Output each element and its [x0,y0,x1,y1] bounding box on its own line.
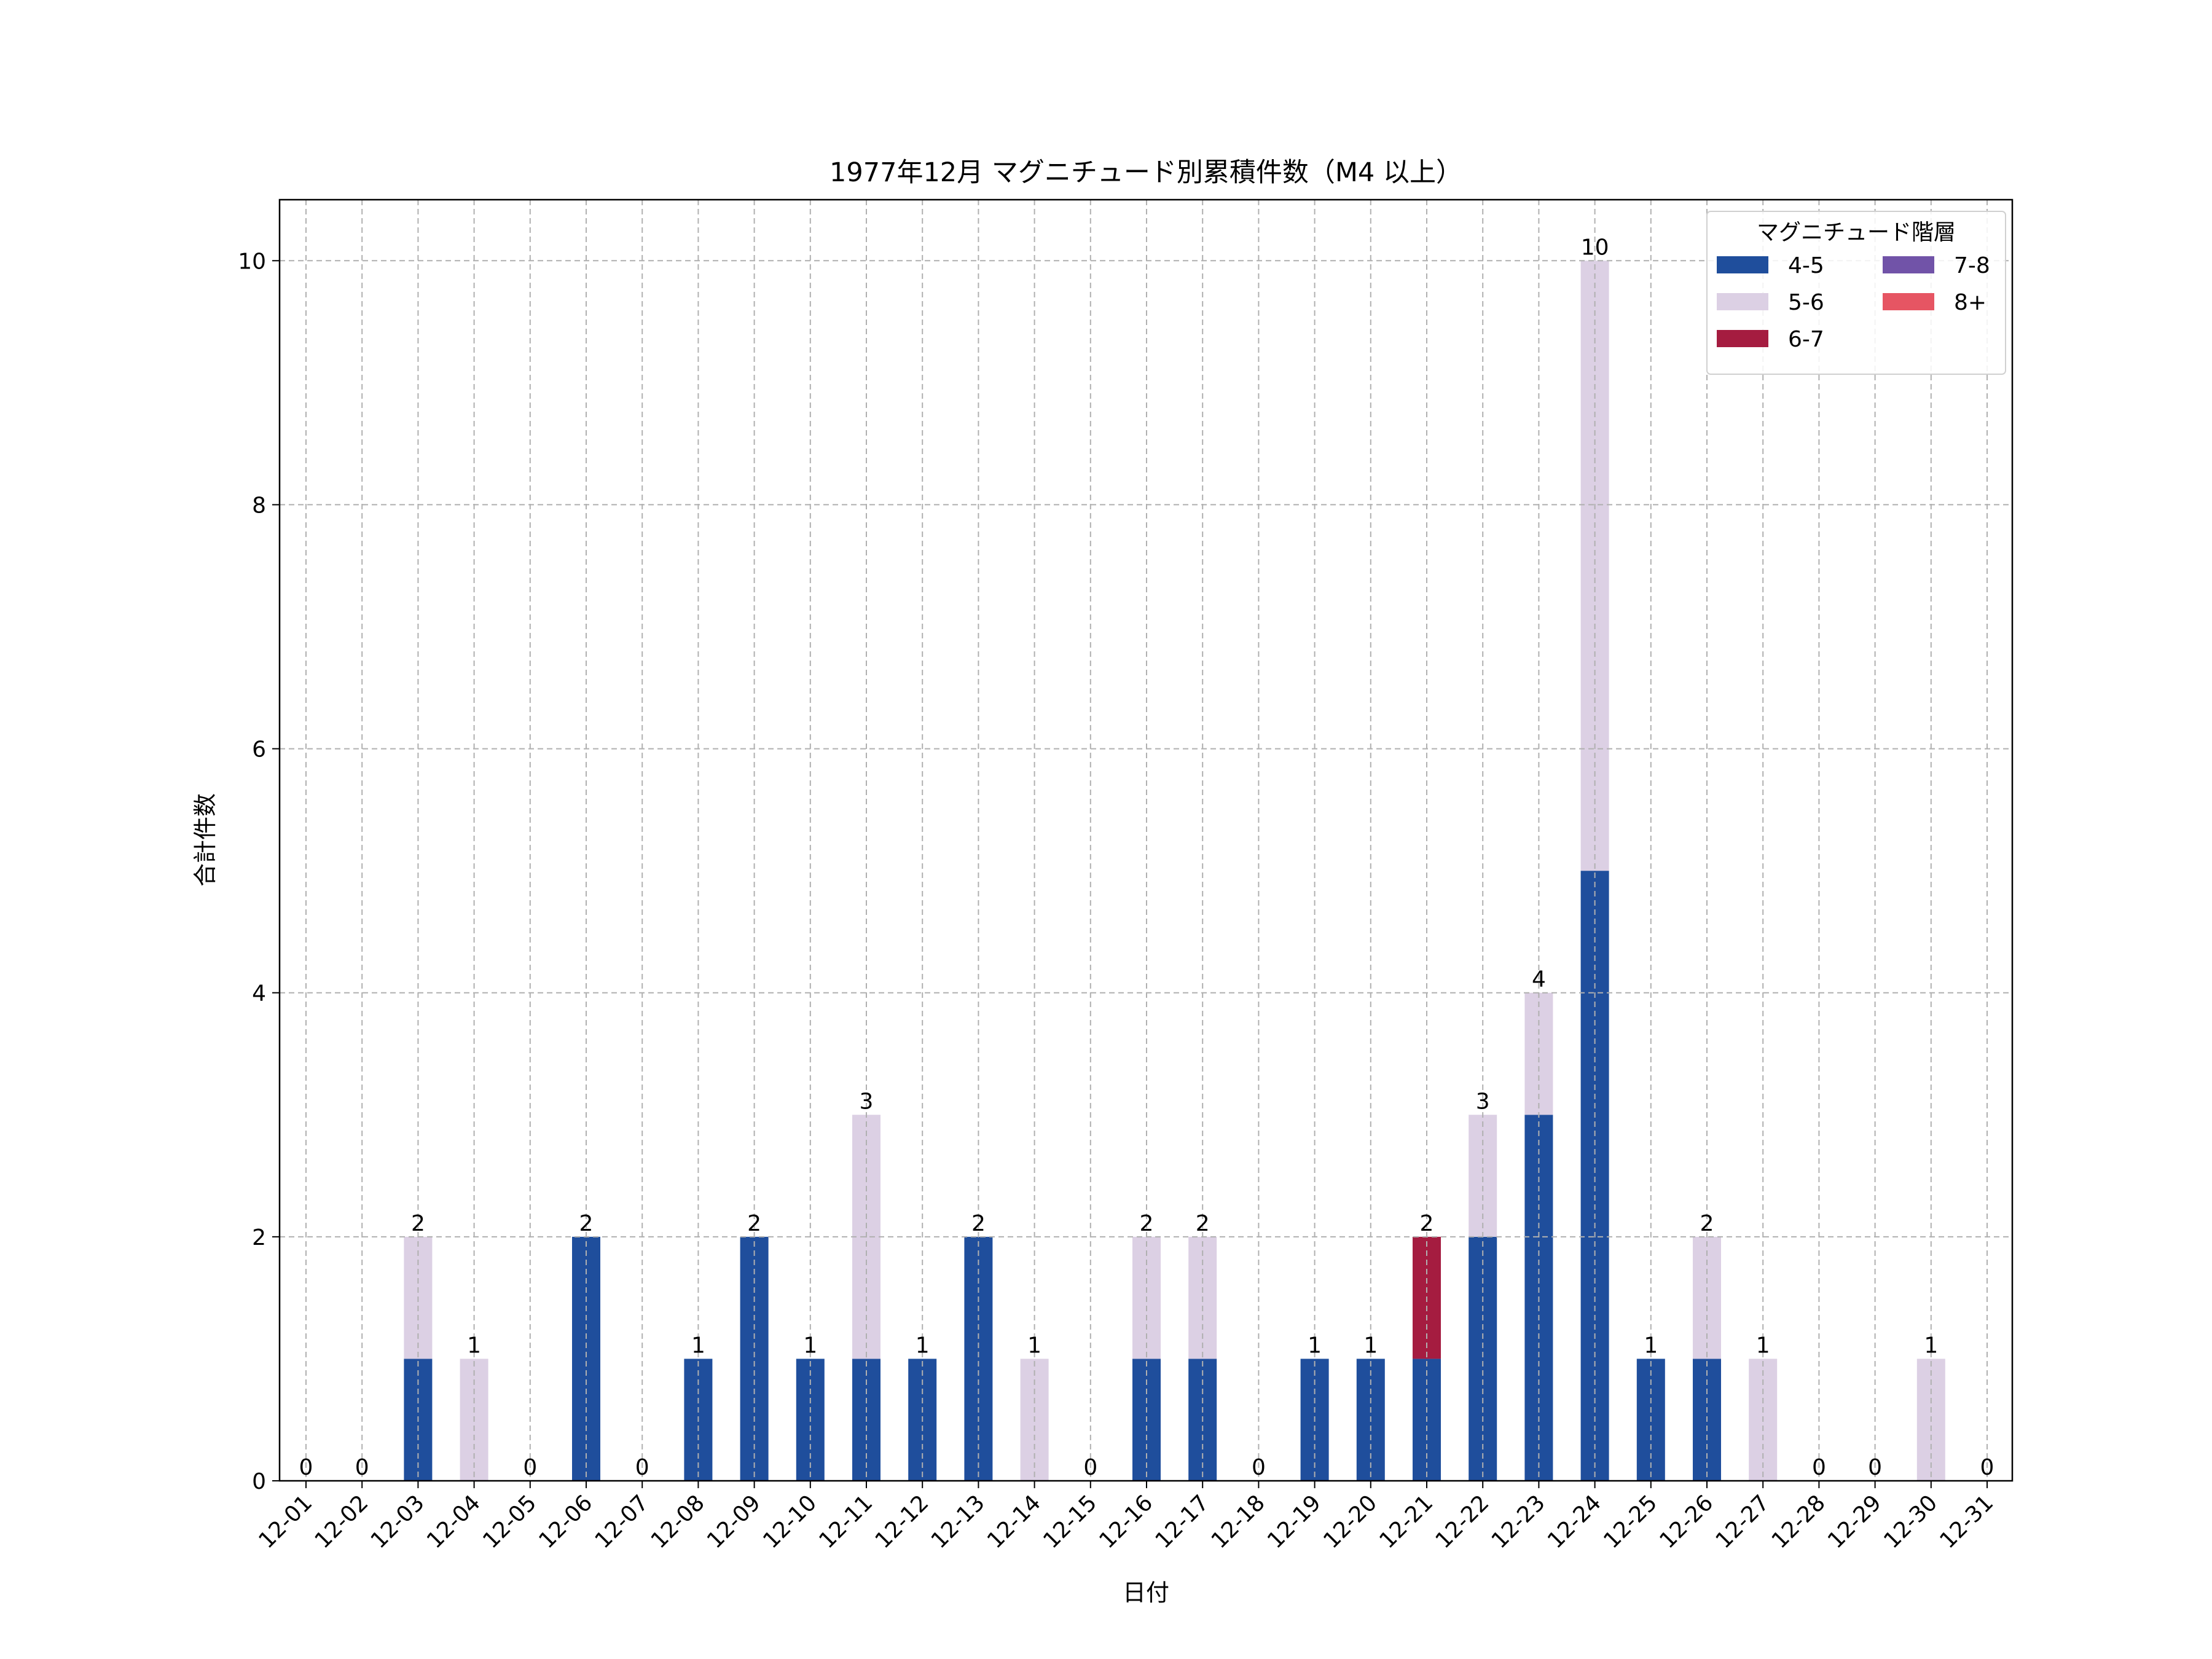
bar-total-label: 1 [1027,1333,1041,1358]
bar-total-label: 1 [1924,1333,1938,1358]
legend-label-8+: 8+ [1954,290,1986,315]
bar-total-label: 0 [1252,1455,1266,1480]
bar-total-label: 2 [747,1211,761,1236]
bar-total-label: 1 [916,1333,930,1358]
legend-label-4-5: 4-5 [1788,253,1824,278]
bar-total-label: 2 [1420,1211,1434,1236]
y-axis: 0 2 4 6 8 10 [238,249,280,1494]
chart-title: 1977年12月 マグニチュード別累積件数（M4 以上） [830,157,1462,188]
bar-total-label: 1 [1644,1333,1658,1358]
bar-total-label: 2 [971,1211,986,1236]
bar-total-label: 0 [1980,1455,1994,1480]
bar-total-label: 3 [860,1089,874,1114]
legend-swatch-5-6 [1717,293,1768,310]
bar-total-label: 0 [355,1455,369,1480]
bar-total-label: 0 [1083,1455,1097,1480]
y-tick-label: 2 [252,1225,266,1250]
bar-total-label: 2 [1140,1211,1154,1236]
bar-total-label: 1 [1756,1333,1770,1358]
y-tick-label: 10 [238,249,266,274]
legend-swatch-7-8 [1883,256,1934,273]
legend-label-6-7: 6-7 [1788,327,1824,352]
bar-segment-4-5 [1580,871,1609,1481]
bar-total-label: 2 [411,1211,425,1236]
bar-total-label: 2 [1196,1211,1210,1236]
legend-swatch-8+ [1883,293,1934,310]
bar-total-label: 2 [579,1211,594,1236]
bar-total-label: 0 [523,1455,537,1480]
legend-box [1706,211,2006,375]
bar-total-label: 0 [1812,1455,1826,1480]
legend-swatch-4-5 [1717,256,1768,273]
legend-label-5-6: 5-6 [1788,290,1824,315]
y-axis-label: 合計件数 [192,793,219,887]
bar-total-label: 1 [691,1333,705,1358]
bar-total-label: 4 [1532,967,1546,992]
bar-total-label: 1 [1363,1333,1378,1358]
bar-total-label: 2 [1700,1211,1714,1236]
legend-label-7-8: 7-8 [1954,253,1990,278]
y-tick-label: 0 [252,1469,266,1494]
legend: マグニチュード階層 4-5 5-6 6-7 7-8 8+ [1706,211,2006,375]
bar-total-label: 3 [1476,1089,1490,1114]
bar-total-label: 1 [1308,1333,1322,1358]
x-axis-label: 日付 [1123,1579,1169,1606]
y-tick-label: 6 [252,737,266,763]
legend-title: マグニチュード階層 [1757,220,1956,245]
bar-total-label: 1 [803,1333,817,1358]
legend-swatch-6-7 [1717,330,1768,347]
bar-total-label: 1 [467,1333,481,1358]
bar-total-label: 0 [635,1455,649,1480]
y-tick-label: 8 [252,493,266,518]
y-tick-label: 4 [252,981,266,1006]
bar-total-label: 0 [1868,1455,1882,1480]
bar-total-label: 10 [1581,235,1609,260]
bar-segment-5-6 [1580,261,1609,871]
grid-layer [280,200,2012,1481]
bar-total-label: 0 [299,1455,313,1480]
